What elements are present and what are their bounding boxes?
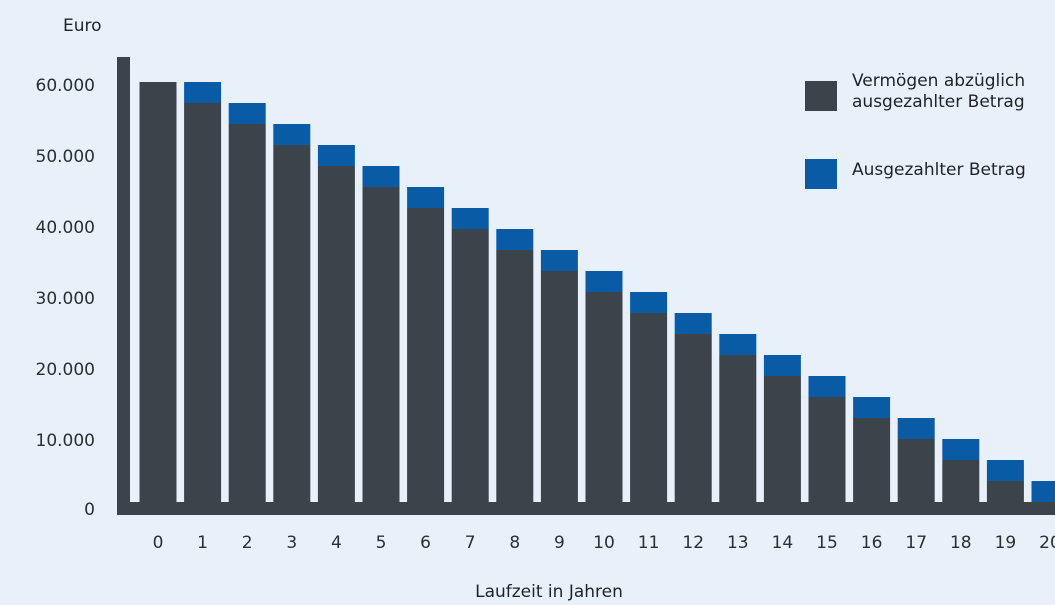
legend-label-0-line-1: ausgezahlter Betrag [852, 92, 1025, 112]
x-tick-label-17: 17 [905, 533, 927, 553]
x-axis-title: Laufzeit in Jahren [475, 582, 623, 602]
legend-swatch-1 [805, 159, 837, 189]
legend-label-0-line-0: Vermögen abzüglich [852, 71, 1025, 91]
bar-remaining-5 [362, 187, 400, 502]
bar-paid-19 [986, 460, 1024, 481]
x-tick-label-18: 18 [950, 533, 972, 553]
x-tick-label-15: 15 [816, 533, 838, 553]
bar-remaining-8 [496, 250, 534, 502]
bar-paid-20 [1031, 481, 1055, 502]
y-tick-label-6: 60.000 [36, 76, 95, 96]
bar-paid-5 [362, 166, 400, 187]
x-tick-label-13: 13 [727, 533, 749, 553]
y-tick-label-1: 10.000 [36, 431, 95, 451]
bar-remaining-10 [585, 292, 623, 502]
bar-remaining-0 [139, 82, 177, 502]
bar-remaining-18 [942, 460, 980, 502]
bar-remaining-2 [228, 124, 266, 502]
x-tick-label-0: 0 [153, 533, 164, 553]
bar-paid-11 [630, 292, 668, 313]
x-tick-label-12: 12 [682, 533, 704, 553]
x-tick-label-16: 16 [861, 533, 883, 553]
bar-remaining-13 [719, 355, 757, 502]
bar-paid-1 [184, 82, 222, 103]
bar-paid-15 [808, 376, 846, 397]
x-ticks-layer: 01234567891011121314151617181920 [153, 533, 1055, 553]
bar-remaining-6 [407, 208, 445, 502]
bar-paid-7 [451, 208, 489, 229]
bar-remaining-17 [897, 439, 935, 502]
bar-paid-12 [674, 313, 712, 334]
bar-paid-8 [496, 229, 534, 250]
y-tick-label-4: 40.000 [36, 218, 95, 238]
x-tick-label-11: 11 [638, 533, 660, 553]
bar-paid-16 [853, 397, 891, 418]
bar-remaining-3 [273, 145, 311, 502]
y-ticks-layer: 0 10.000 20.000 30.000 40.000 50.000 60.000 [36, 76, 95, 520]
x-tick-label-3: 3 [286, 533, 297, 553]
bar-paid-9 [540, 250, 578, 271]
x-tick-label-14: 14 [772, 533, 794, 553]
bar-remaining-14 [763, 376, 801, 502]
bar-remaining-11 [630, 313, 668, 502]
x-tick-label-1: 1 [197, 533, 208, 553]
bar-remaining-7 [451, 229, 489, 502]
bar-paid-6 [407, 187, 445, 208]
x-axis-baseline [117, 502, 1055, 515]
x-tick-label-5: 5 [376, 533, 387, 553]
bar-paid-2 [228, 103, 266, 124]
x-tick-label-10: 10 [593, 533, 615, 553]
x-tick-label-6: 6 [420, 533, 431, 553]
y-tick-label-0: 0 [84, 500, 95, 520]
bar-paid-4 [317, 145, 355, 166]
x-tick-label-8: 8 [509, 533, 520, 553]
y-tick-label-3: 30.000 [36, 289, 95, 309]
x-tick-label-4: 4 [331, 533, 342, 553]
y-tick-label-5: 50.000 [36, 147, 95, 167]
y-tick-label-2: 20.000 [36, 360, 95, 380]
bar-remaining-9 [540, 271, 578, 502]
bar-remaining-19 [986, 481, 1024, 502]
x-tick-label-9: 9 [554, 533, 565, 553]
x-tick-label-2: 2 [242, 533, 253, 553]
x-tick-label-20: 20 [1039, 533, 1055, 553]
legend-swatch-0 [805, 81, 837, 111]
bar-remaining-16 [853, 418, 891, 502]
bar-paid-17 [897, 418, 935, 439]
bar-paid-3 [273, 124, 311, 145]
bar-remaining-15 [808, 397, 846, 502]
bar-paid-13 [719, 334, 757, 355]
bar-paid-10 [585, 271, 623, 292]
bar-remaining-4 [317, 166, 355, 502]
bars-layer [117, 57, 1055, 515]
bar-paid-18 [942, 439, 980, 460]
bar-paid-14 [763, 355, 801, 376]
legend-label-1-line-0: Ausgezahlter Betrag [852, 160, 1026, 180]
y-axis-title: Euro [63, 16, 102, 36]
y-axis-edge-bar [117, 57, 130, 515]
bar-remaining-1 [184, 103, 222, 502]
x-tick-label-7: 7 [465, 533, 476, 553]
bar-remaining-12 [674, 334, 712, 502]
x-tick-label-19: 19 [995, 533, 1017, 553]
